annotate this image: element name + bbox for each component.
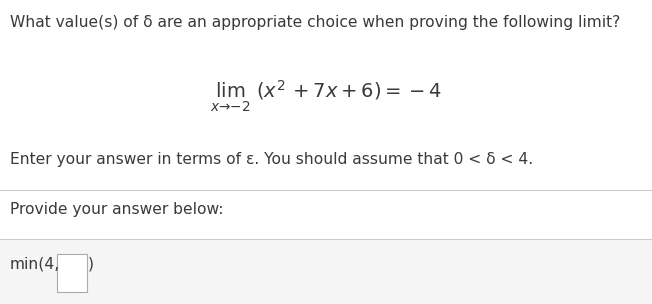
Text: min(4,: min(4, — [10, 257, 60, 272]
FancyBboxPatch shape — [57, 254, 87, 292]
Text: $\lim_{x \to -2}\ (x^2 + 7x + 6) = -4$: $\lim_{x \to -2}\ (x^2 + 7x + 6) = -4$ — [210, 79, 442, 114]
Text: Provide your answer below:: Provide your answer below: — [10, 202, 223, 217]
Text: Enter your answer in terms of ε. You should assume that 0 < δ < 4.: Enter your answer in terms of ε. You sho… — [10, 152, 533, 167]
Text: What value(s) of δ are an appropriate choice when proving the following limit?: What value(s) of δ are an appropriate ch… — [10, 15, 620, 30]
Text: ): ) — [87, 257, 93, 272]
Bar — [0, 239, 652, 304]
